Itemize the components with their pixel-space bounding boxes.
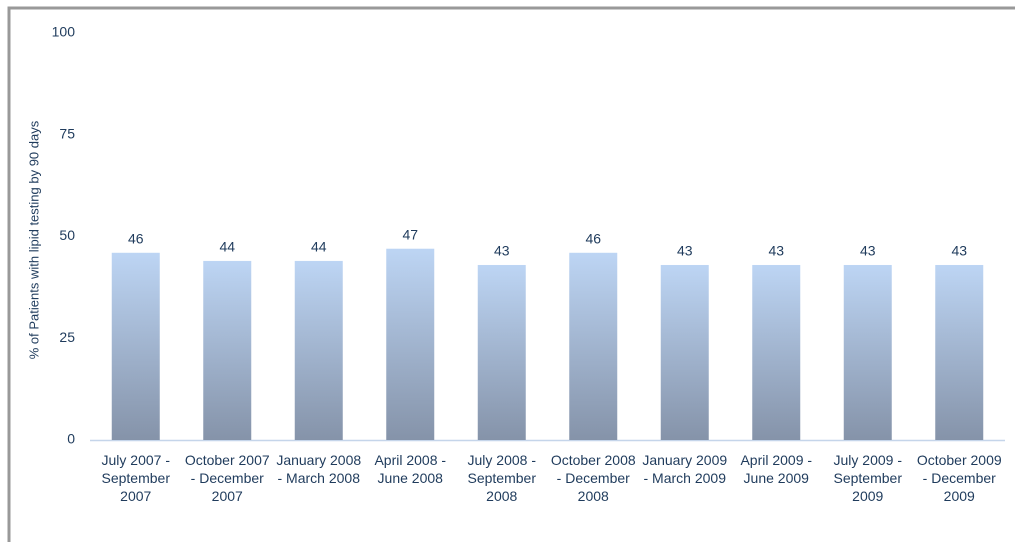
x-tick-label: April 2009 - June 2009 [740, 452, 813, 486]
y-axis-label: % of Patients with lipid testing by 90 d… [26, 120, 41, 359]
bar [111, 252, 160, 440]
bar [203, 260, 252, 440]
value-label: 46 [128, 230, 144, 246]
value-label: 43 [951, 243, 967, 259]
value-label: 46 [585, 230, 601, 246]
bar [569, 252, 618, 440]
bar [935, 264, 984, 440]
bar [660, 264, 709, 440]
x-tick-label: January 2008 - March 2008 [276, 452, 362, 486]
bar [386, 248, 435, 440]
chart-border [7, 6, 1015, 542]
x-tick-label: July 2008 - September 2008 [467, 452, 536, 504]
x-tick-label: January 2009 - March 2009 [642, 452, 728, 486]
value-label: 43 [860, 243, 876, 259]
y-tick-label: 100 [52, 24, 76, 40]
value-label: 43 [677, 243, 693, 259]
y-tick-label: 50 [59, 227, 75, 243]
x-tick-label: July 2009 - September 2009 [833, 452, 902, 504]
y-tick-label: 25 [59, 329, 75, 345]
bar [843, 264, 892, 440]
x-tick-label: April 2008 - June 2008 [374, 452, 447, 486]
y-tick-label: 0 [67, 431, 75, 447]
bar [752, 264, 801, 440]
value-label: 44 [219, 239, 235, 255]
value-label: 44 [311, 239, 327, 255]
y-tick-label: 75 [59, 125, 75, 141]
x-tick-label: October 2008 - December 2008 [550, 452, 636, 504]
x-tick-label: July 2007 - September 2007 [101, 452, 170, 504]
value-label: 43 [768, 243, 784, 259]
bar [294, 260, 343, 440]
x-tick-label: October 2007 - December 2007 [184, 452, 270, 504]
x-tick-label: October 2009 - December 2009 [916, 452, 1002, 504]
value-label: 43 [494, 243, 510, 259]
value-label: 47 [402, 226, 418, 242]
bar [477, 264, 526, 440]
